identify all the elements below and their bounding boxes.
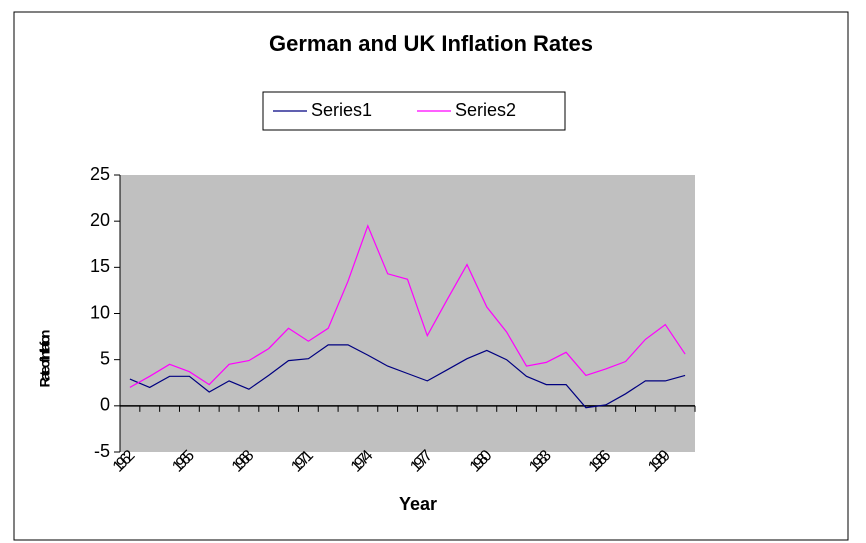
- chart-title: German and UK Inflation Rates: [269, 31, 593, 56]
- series-line: [129, 344, 686, 409]
- y-tick-label: 20: [90, 210, 110, 230]
- legend-label: Series2: [455, 100, 516, 120]
- y-tick-label: 10: [90, 302, 110, 322]
- y-axis-label: Rate of Inflation: [37, 330, 53, 387]
- x-axis-label: Year: [399, 494, 437, 514]
- y-tick-label: 25: [90, 164, 110, 184]
- y-tick-label: 5: [100, 348, 110, 368]
- y-tick-label: 15: [90, 256, 110, 276]
- legend-box: [262, 91, 566, 131]
- y-tick-label: 0: [100, 395, 110, 415]
- series-line: [129, 224, 686, 388]
- y-tick-label: -5: [94, 441, 110, 461]
- legend-label: Series1: [311, 100, 372, 120]
- plot-area: [120, 175, 695, 452]
